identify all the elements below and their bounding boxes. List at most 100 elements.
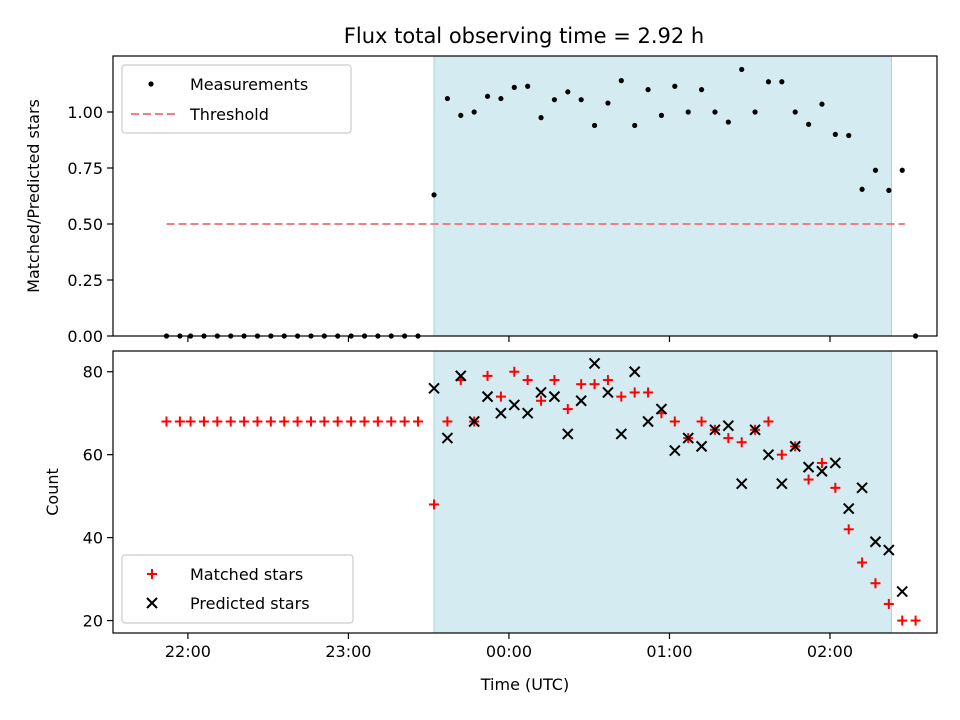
predicted-star-point [615, 428, 628, 440]
matched-star-point [292, 416, 303, 427]
x-tick-label: 02:00 [807, 642, 853, 661]
top-panel: 0.00 0.25 0.50 0.75 1.00 Matched/Predicted s… [24, 55, 938, 346]
predicted-star-point [896, 585, 908, 598]
measurement-point [819, 101, 825, 107]
measurement-point [511, 84, 517, 90]
matched-star-point [736, 437, 747, 448]
y-tick-label: 1.00 [67, 103, 103, 122]
matched-star-point [857, 557, 868, 568]
measurement-point [538, 115, 544, 121]
predicted-star-point [535, 386, 547, 399]
matched-star-point [816, 457, 827, 468]
measurement-point [792, 109, 798, 115]
measurement-point [658, 112, 665, 118]
measurement-point [886, 187, 892, 193]
predicted-star-point [562, 428, 574, 440]
predicted-star-point [682, 432, 694, 444]
measurement-point [645, 87, 651, 93]
predicted-star-point [495, 407, 507, 419]
legend-label-predicted: Predicted stars [190, 594, 310, 613]
y-tick-label: 0.75 [67, 159, 103, 178]
measurement-point [565, 89, 571, 95]
matched-star-point [319, 416, 330, 427]
predicted-star-point [762, 448, 775, 461]
bottom-legend-box [121, 554, 354, 624]
legend-marker-measurements [148, 81, 154, 87]
x-axis-label: Time (UTC) [480, 675, 569, 694]
matched-star-point [482, 370, 493, 381]
y-tick-label: 60 [83, 446, 103, 465]
predicted-star-point [521, 407, 534, 419]
predicted-star-point [843, 502, 855, 515]
matched-star-point [883, 598, 894, 609]
predicted-star-point [642, 415, 654, 428]
measurement-point [605, 100, 611, 106]
predicted-star-point [508, 399, 521, 411]
legend-marker-predicted [146, 597, 158, 609]
predicted-star-point [441, 432, 454, 444]
measurement-point [685, 109, 691, 115]
measurement-point [591, 122, 598, 129]
matched-star-point [346, 416, 357, 427]
measurement-point [712, 109, 718, 115]
matched-star-point [252, 416, 263, 427]
measurement-point [551, 97, 558, 103]
measurement-point [431, 192, 437, 198]
matched-star-point [495, 391, 506, 402]
matched-star-point [589, 379, 600, 390]
matched-star-point [225, 416, 236, 427]
legend-label-matched: Matched stars [190, 565, 303, 584]
predicted-star-point [829, 457, 842, 469]
predicted-star-point [481, 390, 494, 403]
predicted-star-point [588, 357, 601, 370]
matched-star-point [279, 416, 290, 427]
matched-star-point [576, 379, 587, 390]
y-tick-label: 20 [83, 612, 103, 631]
matched-star-point [696, 416, 707, 427]
matched-star-point [549, 375, 560, 386]
matched-star-point [536, 395, 547, 406]
matched-star-point [332, 416, 343, 427]
matched-star-point [174, 416, 185, 427]
x-tick-label: 01:00 [646, 642, 692, 661]
predicted-star-point [468, 415, 480, 428]
predicted-star-point [735, 477, 748, 490]
predicted-star-point [602, 386, 614, 399]
matched-star-point [372, 416, 383, 427]
matched-star-point [843, 524, 854, 535]
y-tick-label: 40 [83, 529, 103, 548]
predicted-star-point [883, 544, 895, 556]
measurement-point [725, 119, 731, 125]
matched-star-point [265, 416, 276, 427]
observing-window-shade [433, 350, 893, 634]
measurement-point [899, 167, 905, 173]
observing-window-shade [433, 55, 893, 337]
matched-star-point [522, 375, 533, 386]
predicted-star-point [655, 403, 668, 415]
predicted-star-point [428, 382, 440, 395]
matched-star-point [399, 416, 410, 427]
chart-title: Flux total observing time = 2.92 h [344, 24, 704, 48]
legend-marker-matched [147, 569, 157, 579]
measurement-point [471, 109, 477, 115]
y-tick-label: 0.00 [67, 327, 103, 346]
matched-star-point [723, 433, 734, 444]
y-tick-label: 0.50 [67, 215, 103, 234]
x-tick-label: 00:00 [486, 642, 532, 661]
matched-star-point [509, 366, 520, 377]
matched-star-point [442, 416, 453, 427]
measurement-point [525, 83, 531, 89]
predicted-star-point [802, 461, 815, 473]
predicted-star-point [548, 390, 561, 403]
measurement-point [859, 186, 865, 192]
predicted-star-point [856, 482, 868, 494]
matched-star-point [602, 375, 613, 386]
predicted-star-point [789, 440, 801, 453]
legend-label-measurements: Measurements [190, 75, 308, 94]
predicted-star-point [869, 536, 882, 548]
measurement-point [846, 132, 852, 139]
matched-star-point [830, 482, 841, 493]
predicted-star-points [428, 357, 908, 598]
